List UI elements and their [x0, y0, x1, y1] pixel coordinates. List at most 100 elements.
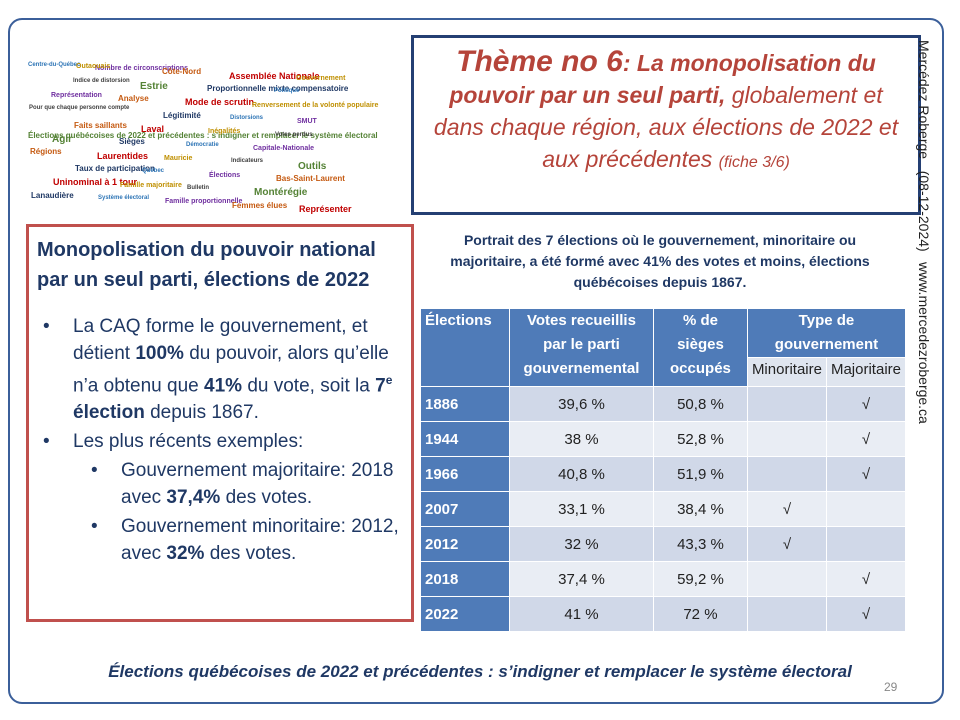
table-row: 1944 38 % 52,8 % √: [420, 421, 907, 457]
cloud-word: Assemblée Nationale: [229, 71, 320, 81]
bullet: La CAQ forme le gouvernement, et détient…: [37, 313, 403, 426]
cloud-word: Uninominal à 1 tour: [53, 177, 138, 187]
table-cell: 2022: [420, 596, 510, 632]
cloud-word: Mode de scrutin: [185, 97, 255, 107]
cloud-word: Faits saillants: [74, 121, 127, 130]
column-header: Élections: [420, 308, 510, 387]
bullet-text: des votes.: [220, 487, 313, 509]
bullet-text: 100%: [135, 343, 184, 364]
table-cell: √: [825, 596, 907, 632]
table-row: 2018 37,4 % 59,2 % √: [420, 561, 907, 597]
table-cell: 2018: [420, 561, 510, 597]
table-cell: 72 %: [652, 596, 748, 632]
cloud-word: Nombre de circonscriptions: [95, 65, 188, 72]
cloud-word: Représentation: [51, 92, 102, 99]
bullet-text: Gouvernement majoritaire: 2018 avec: [121, 460, 394, 509]
subcolumn-header: Minoritaire: [746, 357, 827, 387]
cloud-word: Distorsions: [230, 115, 264, 121]
cloud-word: Capitale-Nationale: [253, 145, 315, 152]
cloud-word: Régions: [30, 147, 62, 156]
cloud-word: Gouvernement: [296, 75, 346, 82]
date: (08-12-2024): [916, 170, 932, 252]
cloud-word: Femmes élues: [232, 201, 288, 210]
table-caption: Portrait des 7 élections où le gouvernem…: [450, 232, 870, 290]
cloud-word: Bulletin: [187, 185, 209, 191]
cloud-word: Indicateurs: [231, 158, 264, 164]
column-header: Type de gouvernement: [746, 308, 907, 358]
table-cell: 51,9 %: [652, 456, 748, 492]
bullet-text: des votes.: [204, 543, 297, 565]
bullet-list: La CAQ forme le gouvernement, et détient…: [37, 313, 403, 567]
table-cell: [825, 491, 907, 527]
table-cell: 1966: [420, 456, 510, 492]
cloud-word: Votes perdus: [275, 132, 313, 138]
table-cell: √: [825, 421, 907, 457]
cloud-word: Inégalités: [208, 128, 241, 135]
cloud-word: Indice de distorsion: [73, 78, 130, 84]
word-cloud: Centre-du-Québec Nombre de circonscriptio…: [28, 62, 378, 214]
cloud-word: Élections: [209, 172, 241, 179]
table-cell: [746, 386, 827, 422]
title-note: (fiche 3/6): [718, 154, 790, 171]
table-row: 2022 41 % 72 % √: [420, 596, 907, 632]
table-cell: √: [825, 561, 907, 597]
cloud-word: Renversement de la volonté populaire: [252, 102, 379, 109]
bullet-text: 32%: [166, 543, 205, 565]
cloud-word: Outils: [298, 161, 327, 172]
page-number: 29: [884, 680, 898, 694]
table-cell: 37,4 %: [508, 561, 654, 597]
table-cell: [746, 456, 827, 492]
table-cell: [825, 526, 907, 562]
cloud-word: Agir: [52, 134, 72, 145]
cloud-word: Mauricie: [164, 155, 193, 162]
bullet-text: Gouvernement minoritaire: 2012, avec: [121, 516, 399, 565]
cloud-word: Laurentides: [97, 151, 149, 161]
table-cell: 43,3 %: [652, 526, 748, 562]
title-lead: Thème no 6: [456, 45, 623, 78]
table-cell: 1944: [420, 421, 510, 457]
cloud-word: Taux de participation: [75, 164, 155, 173]
table-row: 2012 32 % 43,3 % √: [420, 526, 907, 562]
table-cell: 59,2 %: [652, 561, 748, 597]
table-cell: √: [825, 386, 907, 422]
summary-box: Monopolisation du pouvoir national par u…: [26, 224, 414, 622]
cloud-word: Famille proportionnelle: [165, 198, 243, 205]
bullet-text: 7: [375, 375, 386, 397]
elections-table: Élections Votes recueillis par le parti g…: [420, 308, 907, 632]
column-header: % de sièges occupés: [652, 308, 748, 387]
table-cell: 38,4 %: [652, 491, 748, 527]
table-cell: 39,6 %: [508, 386, 654, 422]
cloud-word: Pour que chaque personne compte: [29, 105, 130, 111]
cloud-word: Analyse: [118, 94, 149, 103]
slide-frame: [8, 18, 944, 704]
title-rest: globalement et dans chaque région, aux é…: [433, 82, 899, 172]
bullet: Gouvernement majoritaire: 2018 avec 37,4…: [37, 457, 403, 511]
bullet: Gouvernement minoritaire: 2012, avec 32%…: [37, 513, 403, 567]
bullet-text: depuis 1867.: [144, 402, 259, 424]
cloud-word: Bas-Saint-Laurent: [276, 174, 345, 183]
bullet-text: Les plus récents exemples:: [73, 431, 304, 453]
cloud-word: Québec: [142, 168, 165, 174]
table-cell: [746, 421, 827, 457]
cloud-word: Côte-Nord: [162, 67, 202, 76]
cloud-word: Démocratie: [186, 142, 219, 148]
title-bold: : La monopolisation du pouvoir par un se…: [449, 50, 876, 108]
table-cell: 41 %: [508, 596, 654, 632]
cloud-word: Politique: [274, 88, 300, 94]
author-credit: Mercédez Roberge (08-12-2024): [916, 40, 932, 252]
table-cell: 40,8 %: [508, 456, 654, 492]
cloud-word: Système électoral: [98, 195, 150, 201]
table-cell: [746, 561, 827, 597]
column-header: Votes recueillis par le parti gouverneme…: [508, 308, 654, 387]
table-cell: 2007: [420, 491, 510, 527]
header-row: Élections Votes recueillis par le parti g…: [420, 308, 907, 387]
bullet-text: e: [385, 373, 393, 387]
table-cell: √: [746, 526, 827, 562]
table-row: 2007 33,1 % 38,4 % √: [420, 491, 907, 527]
cloud-word: Proportionnelle mixte compensatoire: [207, 84, 349, 93]
bullet-text: La CAQ forme le gouvernement, et détient: [73, 316, 368, 364]
title-box: Thème no 6: La monopolisation du pouvoir…: [411, 35, 921, 215]
subcolumn-header: Majoritaire: [825, 357, 907, 387]
cloud-word: Légitimité: [163, 111, 201, 120]
table-cell: 2012: [420, 526, 510, 562]
